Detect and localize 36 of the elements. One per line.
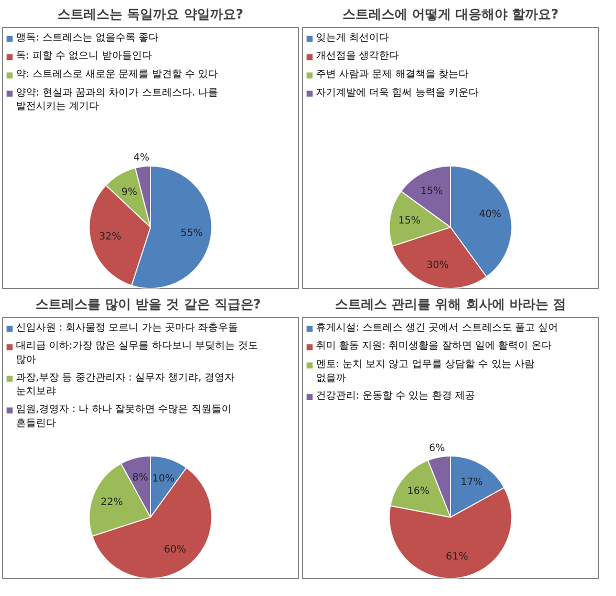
chart-title: 스트레스 관리를 위해 회사에 바라는 점: [335, 298, 566, 312]
chart-title: 스트레스를 많이 받을 것 같은 직급은?: [36, 298, 261, 312]
legend-label: 자기계발에 더욱 힘써 능력을 키운다: [316, 87, 478, 98]
data-label: 10%: [152, 473, 174, 484]
legend-label: 약: 스트레스로 새로운 문제를 발견할 수 있다: [16, 69, 218, 80]
chart-title: 스트레스에 어떻게 대응해야 할까요?: [342, 8, 559, 22]
legend-label: 멘토: 눈치 보지 않고 업무를 상담할 수 있는 사람 없을까: [316, 359, 535, 384]
legend-label: 잊는게 최선이다: [316, 32, 389, 44]
data-label: 9%: [121, 186, 138, 198]
data-label: 32%: [99, 232, 122, 243]
data-label: 8%: [132, 472, 148, 484]
legend-label: 임원,경영자 : 나 하나 잘못하면 수많은 직원들이 흔들린다: [16, 404, 232, 429]
legend-label: 취미 활동 지원: 취미생활을 잘하면 일에 활력이 온다: [316, 340, 552, 352]
legend-label: 건강관리: 운동할 수 있는 환경 제공: [316, 390, 476, 402]
data-label: 4%: [134, 152, 150, 164]
data-label: 22%: [100, 496, 123, 508]
legend-label: 휴게시설: 스트레스 생긴 곳에서 스트레스도 풀고 싶어: [316, 322, 558, 334]
legend-label: 신입사원 : 회사물정 모르니 가는 곳마다 좌충우돌: [16, 322, 238, 334]
legend-label: 독: 피할 수 없으니 받아들인다: [16, 50, 152, 62]
legend-label: 맹독: 스트레스는 없을수록 좋다: [16, 32, 159, 44]
legend-label: 과장,부장 등 중간관리자 : 실무자 챙기랴, 경영자 눈치보랴: [16, 372, 235, 398]
data-label: 15%: [398, 215, 420, 226]
data-label: 17%: [460, 476, 483, 488]
data-label: 40%: [478, 209, 502, 220]
data-label: 15%: [420, 186, 443, 197]
legend-label: 주변 사람과 문제 해결책을 찾는다: [316, 69, 468, 80]
data-label: 55%: [180, 228, 203, 240]
data-label: 30%: [426, 260, 449, 272]
legend-label: 대리급 이하:가장 많은 실무를 하다보니 부딪히는 것도 많아: [16, 340, 258, 366]
data-label: 16%: [407, 486, 430, 497]
legend-label: 개선점을 생각한다: [316, 50, 399, 62]
data-label: 61%: [446, 552, 468, 563]
legend-label: 양약: 현실과 꿈과의 차이가 스트레스다. 나를 발전시키는 계기다: [16, 87, 218, 112]
chart-title: 스트레스는 독일까요 약일까요?: [58, 8, 244, 22]
data-label: 60%: [164, 544, 186, 556]
data-label: 6%: [429, 442, 445, 454]
